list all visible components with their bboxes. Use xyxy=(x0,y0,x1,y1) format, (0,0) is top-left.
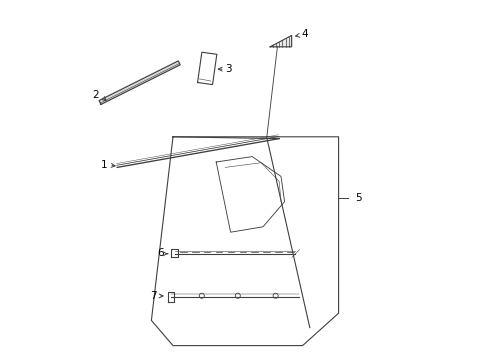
Text: 1: 1 xyxy=(101,159,108,170)
Polygon shape xyxy=(270,36,292,47)
Text: 5: 5 xyxy=(355,193,362,203)
Text: 2: 2 xyxy=(92,90,99,100)
Text: 7: 7 xyxy=(150,291,156,301)
Text: 6: 6 xyxy=(157,248,164,258)
Text: 3: 3 xyxy=(225,64,232,74)
Text: 4: 4 xyxy=(301,29,308,39)
Polygon shape xyxy=(99,61,180,104)
